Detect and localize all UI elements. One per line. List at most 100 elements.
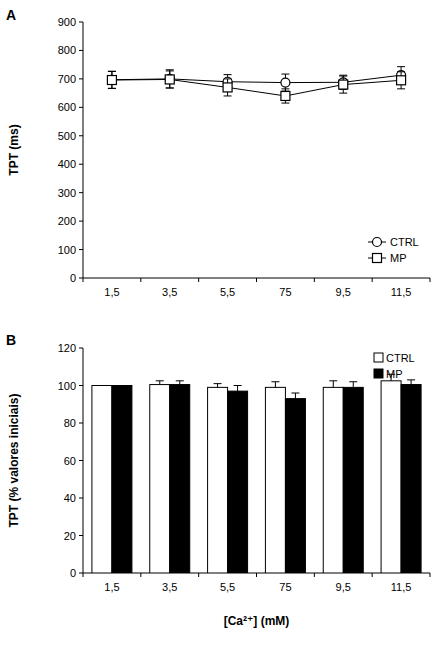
y-tick-label: 700 (58, 73, 76, 85)
marker (165, 75, 174, 84)
y-tick (79, 535, 83, 536)
x-tick (256, 278, 257, 282)
legend-label: CTRL (390, 236, 419, 248)
marker (281, 78, 290, 87)
error-bar (339, 76, 347, 93)
y-tick-label: 60 (64, 455, 76, 467)
error-bar (214, 384, 222, 388)
error-bar (234, 386, 242, 392)
bar (381, 381, 401, 573)
plot-area (92, 374, 421, 573)
y-tick-label: 200 (58, 215, 76, 227)
legend-label: CTRL (386, 352, 415, 364)
y-tick (79, 348, 83, 349)
y-tick (79, 221, 83, 222)
legend-swatch (374, 369, 383, 378)
x-tick (256, 573, 257, 577)
error-bar (98, 385, 106, 386)
x-tick-label: 1,5 (104, 581, 119, 593)
y-tick (79, 460, 83, 461)
x-tick-label: 9,5 (336, 286, 351, 298)
marker (397, 76, 406, 85)
legend: CTRL MP (374, 352, 415, 380)
y-tick (79, 164, 83, 165)
error-bar (397, 72, 405, 89)
y-tick (79, 192, 83, 193)
error-bar (156, 381, 164, 385)
x-tick (83, 573, 84, 577)
figure: A01002003004005006007008009001,53,55,575… (0, 0, 435, 651)
y-tick (79, 135, 83, 136)
y-tick-label: 80 (64, 417, 76, 429)
bar (323, 387, 343, 573)
error-bar (407, 380, 415, 385)
y-tick-label: 100 (58, 380, 76, 392)
marker (107, 76, 116, 85)
x-tick-label: 1,5 (104, 286, 119, 298)
y-tick-label: 120 (58, 342, 76, 354)
error-bar (108, 71, 116, 88)
chart: B0204060801001201,53,55,5759,511,5TPT (%… (6, 332, 430, 628)
marker (281, 91, 290, 100)
x-tick (198, 278, 199, 282)
y-tick-label: 900 (58, 16, 76, 28)
error-bar (118, 385, 126, 386)
y-tick-label: 0 (70, 567, 76, 579)
error-bar (176, 381, 184, 385)
x-tick (83, 278, 84, 282)
chart: A01002003004005006007008009001,53,55,575… (6, 7, 430, 298)
marker (373, 254, 382, 263)
series-line (112, 75, 401, 82)
y-tick (79, 385, 83, 386)
x-tick-label: 11,5 (391, 286, 412, 298)
x-tick-label: 5,5 (220, 286, 235, 298)
x-axis-label: [Ca²⁺] (mM) (224, 614, 290, 628)
y-tick-label: 20 (64, 530, 76, 542)
series-line (112, 79, 401, 95)
bar (343, 387, 363, 573)
bar (285, 399, 305, 573)
error-bar (349, 382, 357, 388)
x-tick (140, 573, 141, 577)
error-bar (329, 381, 337, 388)
y-tick-label: 500 (58, 130, 76, 142)
y-tick-label: 600 (58, 101, 76, 113)
y-tick (79, 498, 83, 499)
marker (373, 238, 382, 247)
bar (170, 385, 190, 573)
legend-label: MP (386, 368, 403, 380)
x-tick (198, 573, 199, 577)
error-bar (166, 71, 174, 88)
x-tick-label: 11,5 (391, 581, 412, 593)
x-tick-label: 3,5 (162, 581, 177, 593)
y-tick (79, 249, 83, 250)
bar (150, 385, 170, 573)
error-bar (108, 71, 116, 88)
x-tick-label: 75 (279, 581, 291, 593)
error-bar (281, 89, 289, 103)
x-tick-label: 3,5 (162, 286, 177, 298)
marker (339, 80, 348, 89)
x-tick-label: 75 (279, 286, 291, 298)
x-tick (140, 278, 141, 282)
legend-swatch (374, 353, 383, 362)
y-tick (79, 107, 83, 108)
bar (228, 391, 248, 573)
y-tick (79, 423, 83, 424)
x-tick (430, 573, 431, 577)
bar (265, 387, 285, 573)
y-tick-label: 300 (58, 187, 76, 199)
y-axis-label: TPT (ms) (7, 124, 21, 175)
y-axis (83, 22, 84, 278)
y-tick-label: 100 (58, 244, 76, 256)
bar (401, 385, 421, 573)
bar (92, 386, 112, 574)
y-tick-label: 400 (58, 158, 76, 170)
x-tick (372, 573, 373, 577)
legend-label: MP (390, 252, 407, 264)
y-tick-label: 40 (64, 492, 76, 504)
marker (223, 83, 232, 92)
y-tick (79, 78, 83, 79)
error-bar (271, 382, 279, 388)
x-tick (372, 278, 373, 282)
